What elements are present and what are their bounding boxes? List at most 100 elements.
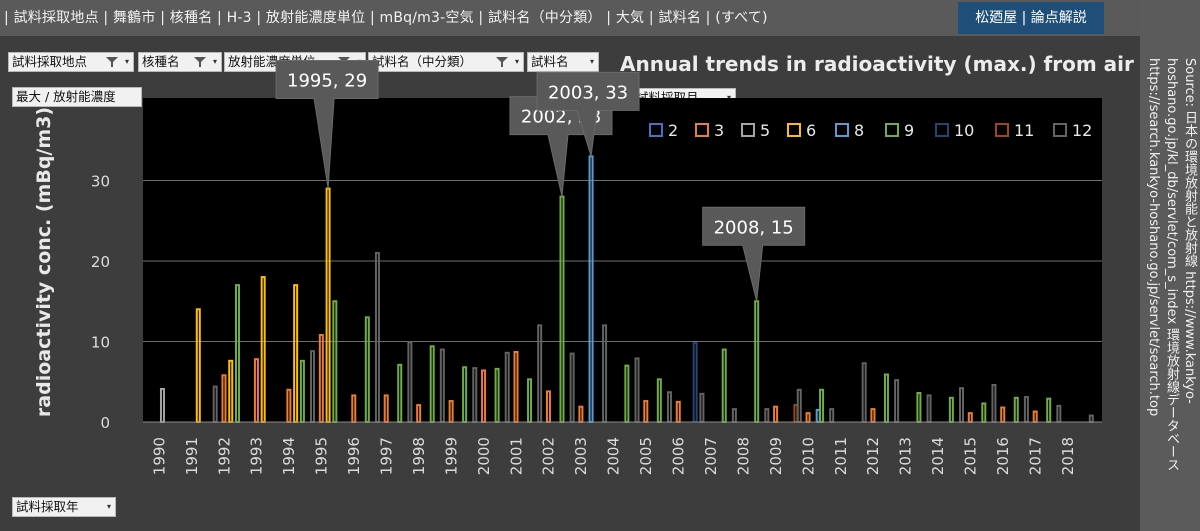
year-field-label: 試料採取年 xyxy=(16,499,79,514)
sample-name-filter-button[interactable]: 試料名 ▾ xyxy=(527,52,599,72)
x-tick-label: 2002 xyxy=(540,437,558,475)
dropdown-arrow-icon: ▾ xyxy=(514,57,519,66)
sample-name-filter-label: 試料名 xyxy=(531,54,569,69)
x-tick-label: 1999 xyxy=(442,437,460,475)
callout-label: 1995, 29 xyxy=(287,71,367,92)
nuclide-filter-button[interactable]: 核種名 ▾ xyxy=(138,52,222,72)
legend-label-6: 6 xyxy=(806,121,816,140)
bar-s3-1998 xyxy=(416,404,422,424)
y-tick-label: 20 xyxy=(91,253,110,271)
bar-s9-1999 xyxy=(462,366,468,424)
bar-s12-1999 xyxy=(472,367,478,424)
x-tick-label: 2012 xyxy=(864,437,882,475)
x-tick-label: 2011 xyxy=(832,437,850,475)
bar-s3-1995 xyxy=(318,334,324,423)
bar-s6-1991 xyxy=(195,308,201,423)
legend-label-8: 8 xyxy=(854,121,864,140)
bar-s3-2010 xyxy=(805,412,811,423)
y-tick-label: 0 xyxy=(100,414,110,432)
x-tick-label: 2004 xyxy=(605,437,623,475)
x-tick-label: 2018 xyxy=(1059,437,1077,475)
bar-s3-2005 xyxy=(643,400,649,424)
source-sidebar xyxy=(1140,0,1200,531)
x-tick-label: 1992 xyxy=(215,437,233,475)
x-tick-label: 2005 xyxy=(637,437,655,475)
bar-s12-2016 xyxy=(1023,396,1029,424)
dropdown-arrow-icon: ▾ xyxy=(727,89,731,107)
bar-s10-2006 xyxy=(692,342,698,423)
bar-s9-2000 xyxy=(494,367,500,423)
bar-s9-2005 xyxy=(656,378,662,423)
x-tick-label: 2016 xyxy=(994,437,1012,475)
x-tick-label: 2010 xyxy=(799,437,817,475)
x-tick-label: 2014 xyxy=(929,437,947,475)
legend-label-9: 9 xyxy=(904,121,914,140)
legend-swatch-6 xyxy=(787,123,801,137)
x-tick-label: 2013 xyxy=(897,437,915,475)
bar-s3-2012 xyxy=(870,408,876,423)
filter-funnel-icon xyxy=(194,57,206,67)
bar-s12-1991 xyxy=(212,385,218,423)
bar-s12-1996 xyxy=(374,251,380,423)
bar-s9-2017 xyxy=(1046,397,1052,423)
chart-title: Annual trends in radioactivity (max.) fr… xyxy=(620,52,1134,76)
location-filter-label: 試料採取地点 xyxy=(12,54,88,69)
dropdown-arrow-icon: ▾ xyxy=(589,57,594,66)
dropdown-arrow-icon: ▾ xyxy=(124,57,129,66)
location-filter-button[interactable]: 試料採取地点 ▾ xyxy=(8,52,134,72)
bar-s12-2006 xyxy=(699,392,705,424)
legend-label-10: 10 xyxy=(954,121,974,140)
sample-category-filter-label: 試料名（中分類） xyxy=(372,54,473,69)
bar-s3-1999 xyxy=(448,400,454,424)
x-tick-label: 2001 xyxy=(507,437,525,475)
callout-label: 2003, 33 xyxy=(548,82,628,103)
legend-swatch-10 xyxy=(935,123,949,137)
sample-category-filter-button[interactable]: 試料名（中分類） ▾ xyxy=(368,52,524,72)
bar-s12-2002 xyxy=(569,352,575,424)
bar-s9-2016 xyxy=(1013,396,1019,424)
bar-s9-2002 xyxy=(559,195,565,423)
bar-s12-2008 xyxy=(764,408,770,423)
bar-s12-2001 xyxy=(537,324,543,423)
callout-box xyxy=(275,60,379,189)
bar-s12-2012 xyxy=(894,379,900,424)
bar-s12-2011 xyxy=(861,362,867,423)
source-citation: Source: 日本の環境放射能と放射線 https://www.kankyo-… xyxy=(1146,58,1197,472)
bar-s12-2015 xyxy=(991,383,997,423)
bar-s12-2005 xyxy=(666,391,672,423)
legend-label-12: 12 xyxy=(1072,121,1092,140)
x-tick-label: 1996 xyxy=(345,437,363,475)
callout-box xyxy=(702,206,806,302)
bar-s9-1998 xyxy=(429,345,435,423)
x-tick-label: 1990 xyxy=(150,437,168,475)
legend-swatch-11 xyxy=(995,123,1009,137)
legend-label-3: 3 xyxy=(714,121,724,140)
bar-s3-1992 xyxy=(221,374,227,423)
bar-s9-2014 xyxy=(948,396,954,424)
filter-funnel-icon xyxy=(496,57,508,67)
bar-s3-1996 xyxy=(351,394,357,423)
year-field-button[interactable]: 試料採取年 ▾ xyxy=(12,497,116,517)
plot-area xyxy=(143,98,1102,422)
x-tick-label: 2007 xyxy=(702,437,720,475)
filter-funnel-icon xyxy=(106,57,118,67)
bar-s3-1993 xyxy=(253,358,259,423)
bar-s3-2009 xyxy=(773,405,779,423)
bar-s3-2000 xyxy=(481,369,487,424)
bar-s6-1995 xyxy=(325,187,331,423)
legend-swatch-8 xyxy=(835,123,849,137)
legend-swatch-5 xyxy=(741,123,755,137)
bar-s9-2007 xyxy=(721,348,727,423)
brand-badge[interactable]: 松廼屋 | 論点解説 xyxy=(958,2,1104,34)
x-tick-label: 1995 xyxy=(313,437,331,475)
bar-s9-1997 xyxy=(397,363,403,423)
chart-canvas: 0 10 20 30 1990 1991 1992 1993 1994 1995 1996 1997 1… xyxy=(91,60,1102,475)
bar-s12-2009 xyxy=(796,388,802,423)
bar-s12-2003 xyxy=(602,324,608,423)
x-tick-label: 2015 xyxy=(962,437,980,475)
y-tick-label: 30 xyxy=(91,173,110,191)
value-field-button[interactable]: 最大 / 放射能濃度 xyxy=(12,87,142,107)
bar-s3-2006 xyxy=(675,400,681,423)
bar-s9-1992 xyxy=(235,284,241,423)
x-tick-label: 2006 xyxy=(670,437,688,475)
